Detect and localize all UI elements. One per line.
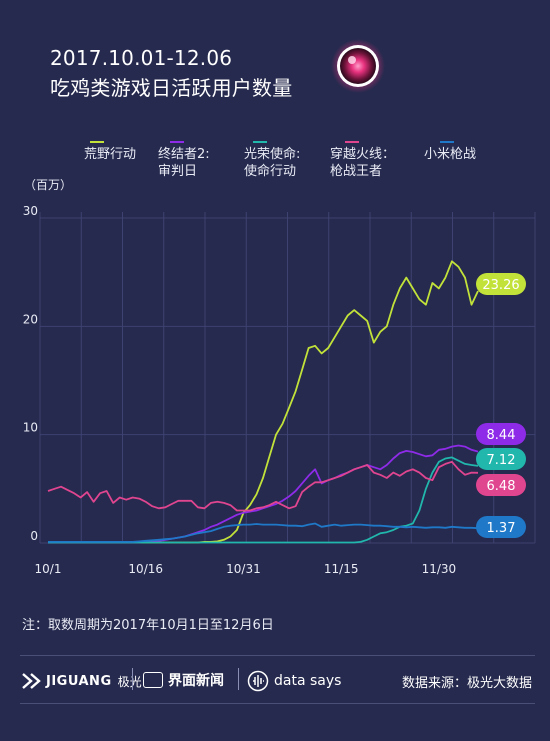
chart-title-line1: 2017.10.01-12.06 <box>50 46 233 70</box>
legend-swatch-s4 <box>345 141 359 143</box>
chart-title-line2: 吃鸡类游戏日活跃用户数量 <box>50 76 293 100</box>
x-tick-label-4: 11/30 <box>422 562 457 576</box>
y-tick-label-30: 30 <box>23 204 38 218</box>
end-label-badge-2 <box>476 423 526 445</box>
legend-swatch-s3 <box>253 141 267 143</box>
camera-lens-icon <box>331 39 385 93</box>
end-label-value-1: 23.26 <box>482 278 519 293</box>
legend-swatch-s5 <box>440 141 454 143</box>
x-tick-label-1: 10/16 <box>128 562 163 576</box>
legend-label-s2: 终结者2: 审判日 <box>158 147 210 179</box>
legend-swatch-s2 <box>170 141 184 143</box>
footer-divider-top <box>20 655 535 656</box>
jiguang-cn-label: 极光 <box>117 674 142 689</box>
jiemian-mark-icon <box>143 672 163 688</box>
jiguang-logo: JIGUANG 极光 <box>20 670 142 692</box>
end-label-value-3: 7.12 <box>487 453 516 468</box>
end-label-badge-3 <box>476 448 526 470</box>
end-label-value-4: 6.48 <box>487 479 516 494</box>
legend-label-s1: 荒野行动 <box>84 147 137 162</box>
legend-label-s4: 穿越火线： 枪战王者 <box>330 147 396 179</box>
end-label-value-2: 8.44 <box>487 428 516 443</box>
legend-label-s3: 光荣使命: 使命行动 <box>244 147 301 179</box>
y-tick-label-0: 0 <box>30 529 38 543</box>
x-tick-label-0: 10/1 <box>35 562 62 576</box>
end-label-value-5: 1.37 <box>487 521 516 536</box>
footer-divider-bottom <box>20 703 535 704</box>
datasays-logo: data says <box>247 670 341 692</box>
jiemian-wordmark: 界面新闻 <box>168 673 224 689</box>
jiguang-mark-icon <box>22 673 41 689</box>
y-axis-unit-label: （百万） <box>24 178 73 192</box>
datasays-wordmark: data says <box>274 673 342 689</box>
footnote: 注：取数周期为2017年10月1日至12月6日 <box>22 618 274 633</box>
datasays-mark-icon <box>247 670 269 692</box>
legend-swatch-s1 <box>90 141 104 143</box>
legend-label-s5: 小米枪战 <box>424 147 477 162</box>
footer-separator-1 <box>132 668 133 690</box>
end-label-badge-4 <box>476 474 526 496</box>
end-label-badge-1 <box>476 273 526 295</box>
jiguang-wordmark: JIGUANG <box>46 673 112 689</box>
footer-separator-2 <box>238 668 239 690</box>
y-tick-label-10: 10 <box>23 421 38 435</box>
line-chart: 0 10 20 30 10/1 10/16 10/31 11/15 11/30 23.26 8.44… <box>23 204 536 576</box>
series-line-2 <box>48 444 479 544</box>
series-line-4 <box>47 460 479 512</box>
data-source: 数据来源：极光大数据 <box>401 676 532 691</box>
x-tick-label-2: 10/31 <box>226 562 261 576</box>
series-line-5 <box>48 522 479 543</box>
y-tick-label-20: 20 <box>23 312 38 326</box>
x-tick-label-3: 11/15 <box>324 562 359 576</box>
jiemian-logo: 界面新闻 <box>143 670 224 690</box>
end-label-badge-5 <box>476 516 526 538</box>
